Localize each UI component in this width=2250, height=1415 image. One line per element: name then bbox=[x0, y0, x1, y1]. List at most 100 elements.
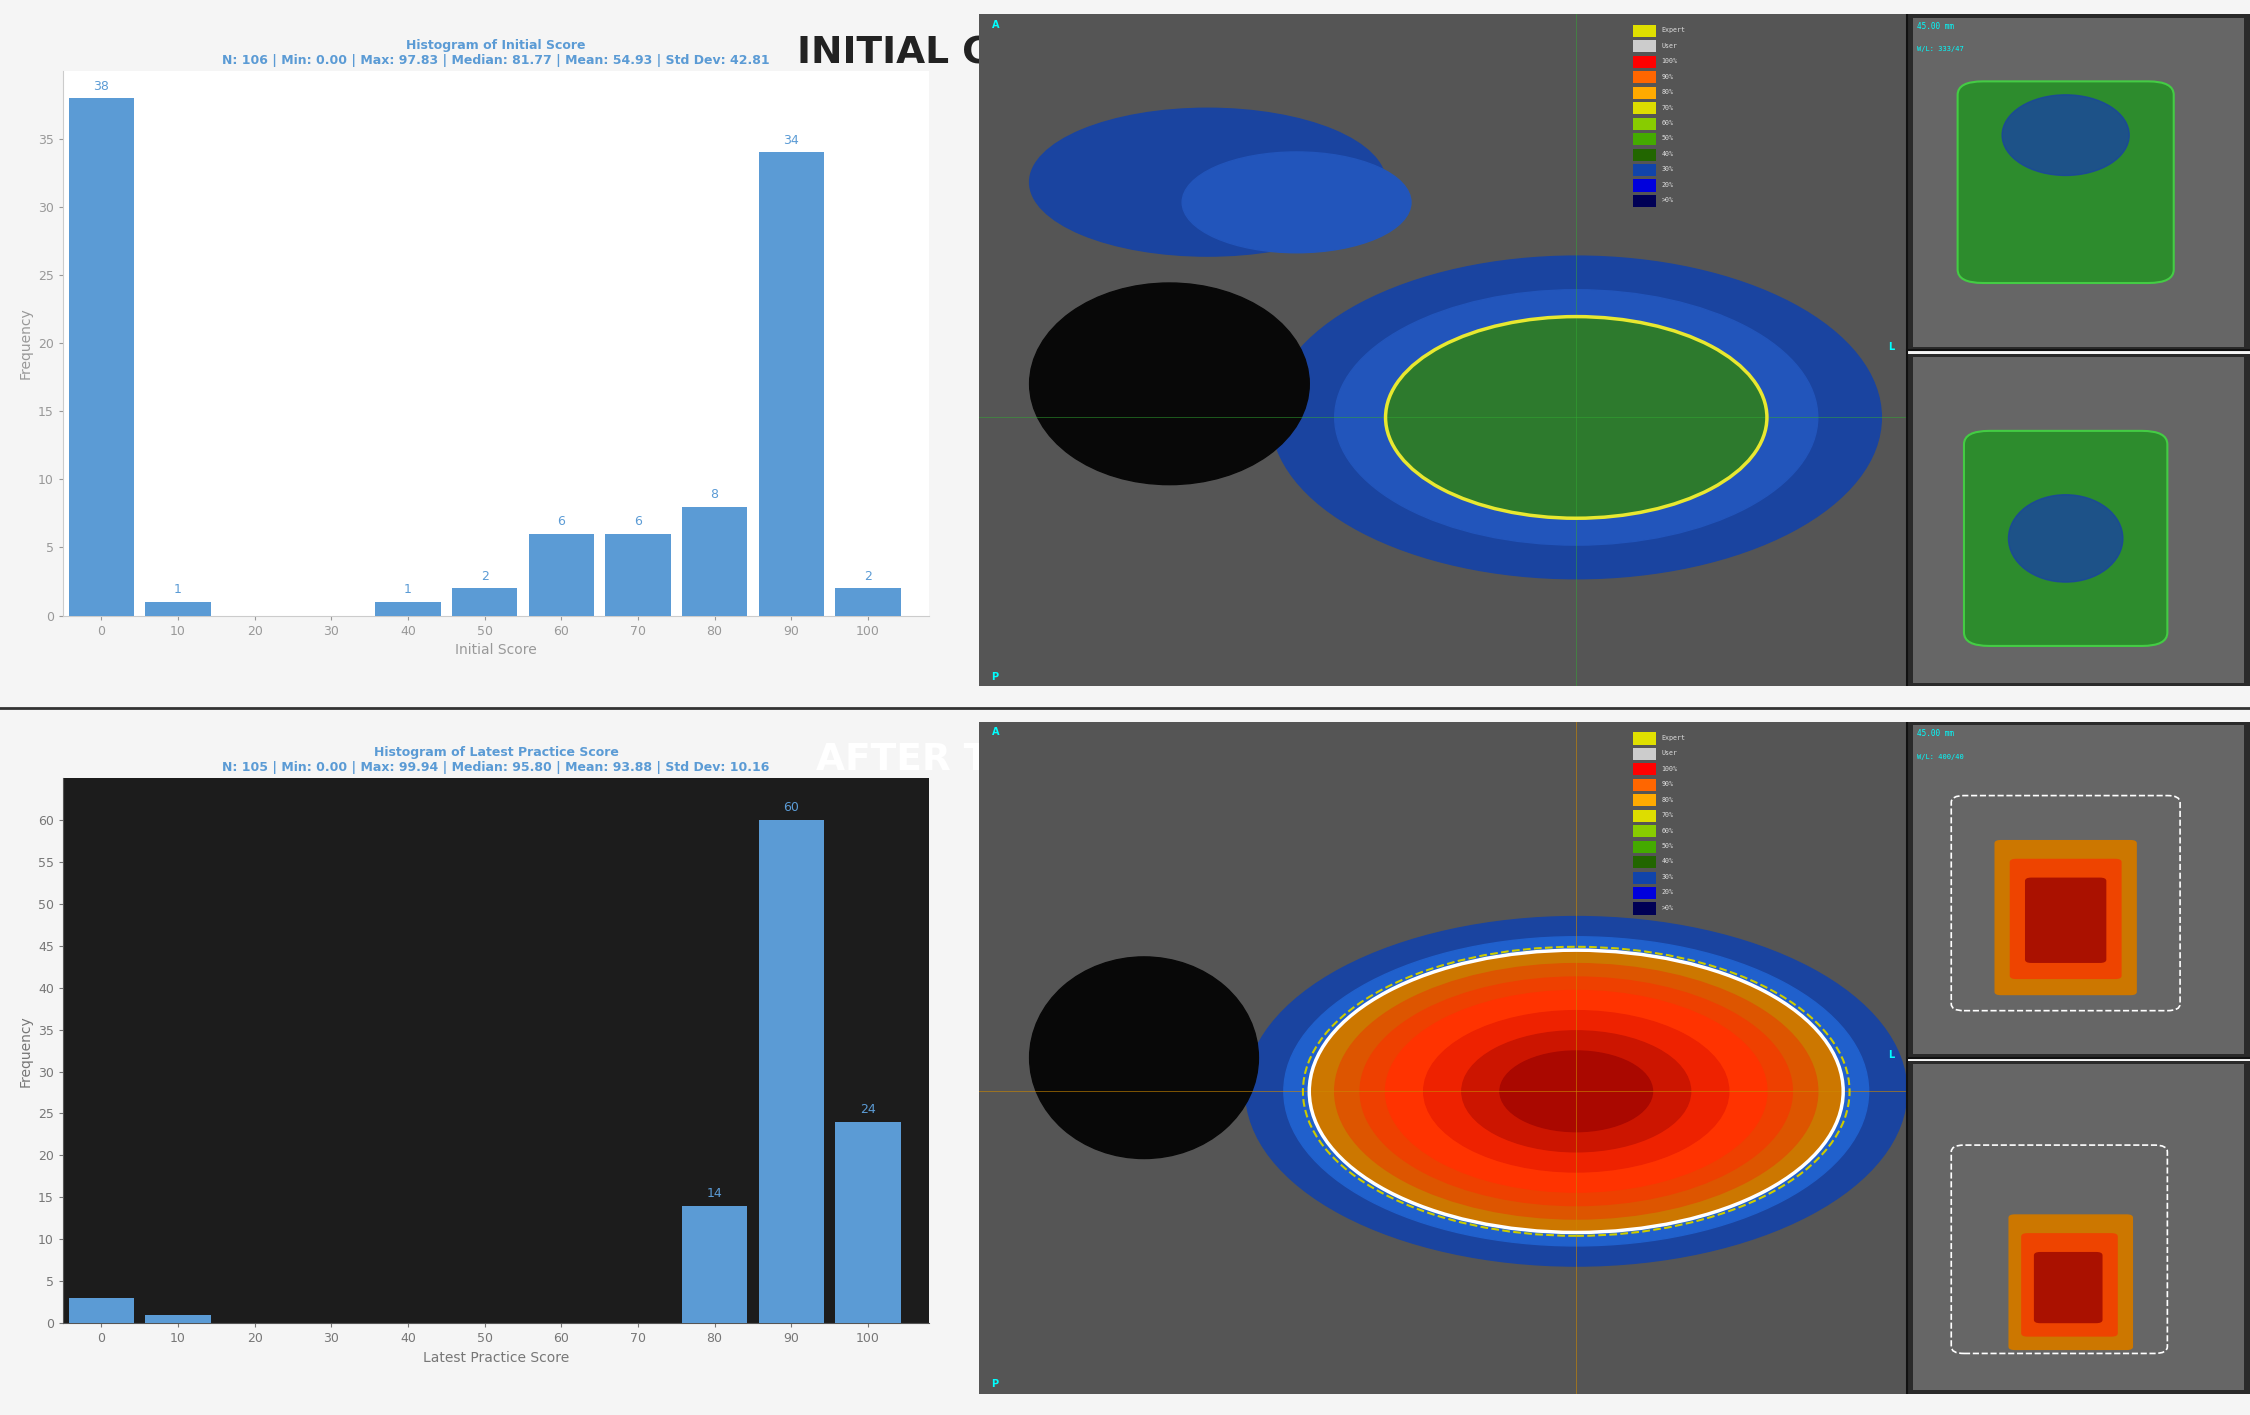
Title: Histogram of Latest Practice Score
N: 105 | Min: 0.00 | Max: 99.94 | Median: 95.: Histogram of Latest Practice Score N: 10… bbox=[223, 746, 770, 774]
Text: 40%: 40% bbox=[1660, 859, 1674, 865]
Circle shape bbox=[1386, 990, 1766, 1191]
Text: 70%: 70% bbox=[1660, 812, 1674, 818]
Bar bbox=[1634, 809, 1656, 822]
Bar bbox=[1634, 763, 1656, 775]
Bar bbox=[1634, 195, 1656, 207]
Bar bbox=[1634, 180, 1656, 191]
FancyBboxPatch shape bbox=[2025, 877, 2106, 964]
Bar bbox=[70, 1298, 135, 1323]
Bar bbox=[70, 98, 135, 616]
Text: 30%: 30% bbox=[1660, 874, 1674, 880]
Circle shape bbox=[1424, 1010, 1728, 1172]
FancyBboxPatch shape bbox=[1906, 14, 2250, 351]
Y-axis label: Frequency: Frequency bbox=[18, 307, 32, 379]
Circle shape bbox=[1334, 290, 1818, 545]
FancyBboxPatch shape bbox=[1912, 724, 2243, 1054]
Text: 34: 34 bbox=[783, 134, 799, 147]
Bar bbox=[1634, 164, 1656, 175]
FancyBboxPatch shape bbox=[1912, 17, 2243, 347]
Circle shape bbox=[1285, 937, 1870, 1245]
Text: 20%: 20% bbox=[1660, 183, 1674, 188]
Text: 60%: 60% bbox=[1660, 120, 1674, 126]
Text: User: User bbox=[1660, 750, 1678, 756]
Bar bbox=[1634, 841, 1656, 853]
Text: P: P bbox=[992, 672, 999, 682]
Text: Expert: Expert bbox=[1660, 734, 1685, 741]
Ellipse shape bbox=[1030, 957, 1258, 1159]
FancyBboxPatch shape bbox=[979, 14, 1906, 686]
Text: 30%: 30% bbox=[1660, 167, 1674, 173]
Bar bbox=[682, 1206, 747, 1323]
Text: 1: 1 bbox=[405, 583, 412, 597]
Bar bbox=[1634, 25, 1656, 37]
Bar bbox=[376, 601, 441, 616]
Text: 50%: 50% bbox=[1660, 843, 1674, 849]
Bar bbox=[1634, 117, 1656, 130]
Text: L: L bbox=[1888, 1050, 1894, 1060]
Ellipse shape bbox=[1030, 109, 1386, 256]
FancyBboxPatch shape bbox=[1906, 354, 2250, 686]
FancyBboxPatch shape bbox=[979, 722, 1906, 1394]
Text: W/L: 333/47: W/L: 333/47 bbox=[1917, 47, 1964, 52]
Bar bbox=[1634, 733, 1656, 744]
Y-axis label: Frequency: Frequency bbox=[18, 1015, 32, 1087]
Bar bbox=[1634, 55, 1656, 68]
Circle shape bbox=[1246, 917, 1906, 1266]
Circle shape bbox=[1310, 951, 1843, 1232]
Circle shape bbox=[1386, 317, 1766, 518]
Text: 40%: 40% bbox=[1660, 151, 1674, 157]
Text: INITIAL CONTOURING ATTEMPT: INITIAL CONTOURING ATTEMPT bbox=[796, 35, 1454, 71]
X-axis label: Initial Score: Initial Score bbox=[455, 642, 538, 657]
FancyBboxPatch shape bbox=[2009, 1214, 2133, 1350]
FancyBboxPatch shape bbox=[2009, 859, 2122, 979]
FancyBboxPatch shape bbox=[1994, 841, 2138, 995]
Bar bbox=[1634, 856, 1656, 869]
Text: 80%: 80% bbox=[1660, 797, 1674, 802]
Text: 45.00 mm: 45.00 mm bbox=[1917, 730, 1953, 739]
FancyBboxPatch shape bbox=[1958, 82, 2174, 283]
Text: >0%: >0% bbox=[1660, 197, 1674, 204]
Text: 20%: 20% bbox=[1660, 890, 1674, 896]
Text: Expert: Expert bbox=[1660, 27, 1685, 34]
FancyBboxPatch shape bbox=[1964, 432, 2167, 645]
Text: W/L: 400/40: W/L: 400/40 bbox=[1917, 754, 1964, 760]
Text: 14: 14 bbox=[706, 1187, 722, 1200]
X-axis label: Latest Practice Score: Latest Practice Score bbox=[423, 1350, 569, 1364]
Text: 50%: 50% bbox=[1660, 136, 1674, 142]
Text: 24: 24 bbox=[860, 1104, 875, 1116]
Text: 2: 2 bbox=[864, 570, 871, 583]
Text: 2: 2 bbox=[482, 570, 488, 583]
Ellipse shape bbox=[1030, 283, 1310, 484]
FancyBboxPatch shape bbox=[1912, 1064, 2243, 1391]
Ellipse shape bbox=[2002, 95, 2128, 175]
Text: A: A bbox=[992, 727, 999, 737]
Ellipse shape bbox=[1181, 151, 1411, 253]
Bar bbox=[1634, 133, 1656, 146]
Text: 60: 60 bbox=[783, 801, 799, 814]
Bar bbox=[1634, 872, 1656, 883]
Bar bbox=[605, 533, 670, 616]
Bar bbox=[1634, 149, 1656, 161]
Text: 100%: 100% bbox=[1660, 766, 1678, 771]
Bar bbox=[758, 821, 823, 1323]
Bar bbox=[758, 153, 823, 616]
Bar bbox=[1634, 794, 1656, 807]
Text: L: L bbox=[1888, 342, 1894, 352]
Bar bbox=[835, 589, 900, 616]
Text: A: A bbox=[992, 20, 999, 30]
Bar bbox=[1634, 778, 1656, 791]
Bar bbox=[1634, 71, 1656, 83]
Bar bbox=[146, 1315, 212, 1323]
Bar bbox=[835, 1122, 900, 1323]
FancyBboxPatch shape bbox=[2034, 1252, 2102, 1323]
Bar bbox=[146, 601, 212, 616]
Bar bbox=[1634, 903, 1656, 914]
Bar bbox=[1634, 86, 1656, 99]
Text: 70%: 70% bbox=[1660, 105, 1674, 110]
FancyBboxPatch shape bbox=[2020, 1232, 2117, 1337]
Text: 45.00 mm: 45.00 mm bbox=[1917, 23, 1953, 31]
Bar bbox=[1634, 825, 1656, 838]
Text: P: P bbox=[992, 1380, 999, 1390]
Bar bbox=[529, 533, 594, 616]
FancyBboxPatch shape bbox=[1912, 357, 2243, 683]
